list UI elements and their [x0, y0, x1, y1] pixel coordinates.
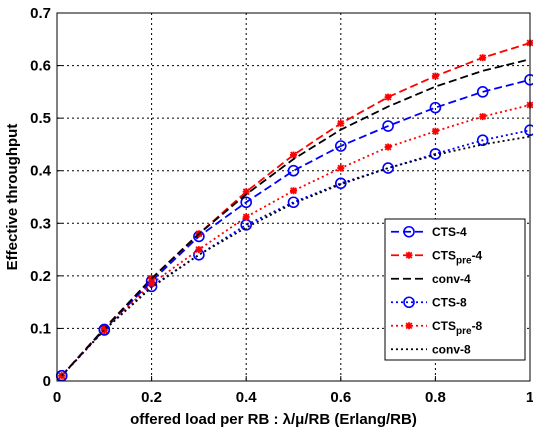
data-point [287, 196, 300, 209]
series-conv-4 [61, 58, 531, 377]
data-point [431, 72, 439, 80]
data-point [382, 120, 394, 132]
data-point [337, 164, 345, 172]
y-axis-label: Effective throughput [4, 124, 21, 271]
data-point [479, 113, 487, 121]
data-point [337, 119, 345, 127]
legend-label: CTSpre-8 [432, 319, 483, 337]
data-point [290, 151, 297, 159]
series-CTS_pre-8 [58, 101, 533, 380]
data-point [524, 73, 533, 86]
y-tick-labels: 0 0.1 0.2 0.3 0.4 0.5 0.6 0.7 [30, 5, 52, 390]
legend-entry: conv-8 [391, 342, 471, 356]
data-point [384, 143, 392, 151]
series-line [61, 58, 531, 377]
y-tick-label: 0.7 [30, 5, 51, 22]
y-tick-label: 0.1 [30, 320, 51, 337]
x-tick-labels: 0 0.2 0.4 0.6 0.8 1 [53, 389, 533, 406]
data-point [240, 196, 252, 209]
data-point [98, 324, 111, 336]
data-point [384, 93, 392, 101]
legend-label: CTSpre-4 [432, 248, 483, 266]
data-point [479, 54, 487, 62]
x-axis-label: offered load per RB : λ/μ/RB (Erlang/RB) [130, 411, 417, 428]
y-tick-label: 0.4 [30, 163, 52, 180]
legend-box [384, 218, 526, 361]
legend-entry: CTSpre-8 [391, 319, 483, 337]
data-point [242, 188, 250, 196]
legend-entry: CTSpre-4 [391, 248, 483, 266]
x-tick-label: 1 [526, 389, 533, 406]
data-point [334, 140, 347, 152]
data-point [382, 162, 394, 174]
data-point [242, 213, 250, 221]
data-point [476, 86, 489, 98]
data-point [334, 177, 347, 190]
series-conv-8 [61, 135, 531, 377]
legend-label: conv-8 [432, 342, 471, 356]
data-point [429, 101, 442, 114]
y-tick-label: 0.6 [30, 58, 51, 75]
legend-entry: CTS-4 [391, 225, 467, 239]
legend-label: CTS-4 [432, 225, 467, 239]
legend-marker [405, 322, 413, 330]
y-tick-label: 0.5 [30, 110, 51, 127]
series-line [61, 78, 531, 377]
y-tick-label: 0 [43, 373, 51, 390]
legend-entry: conv-4 [391, 272, 471, 286]
legend: CTS-4 CTSpre-4 conv-4 CTS-8 CTSpre-8 conv-8 [384, 218, 526, 361]
data-point [148, 280, 156, 288]
series-line [61, 135, 531, 377]
x-tick-label: 0.8 [425, 389, 446, 406]
data-point [100, 326, 108, 334]
series-line [61, 104, 531, 377]
legend-marker [403, 296, 415, 309]
data-point [290, 187, 297, 195]
x-tick-label: 0.2 [141, 389, 162, 406]
legend-label: CTS-8 [432, 295, 467, 309]
data-point [287, 164, 300, 177]
legend-label: conv-4 [432, 272, 471, 286]
x-tick-label: 0.6 [330, 389, 351, 406]
data-point [476, 134, 489, 147]
legend-marker [405, 251, 413, 259]
x-tick-label: 0 [53, 389, 61, 406]
legend-entry: CTS-8 [391, 295, 467, 309]
data-point [58, 372, 66, 380]
data-point [431, 127, 439, 135]
legend-marker [403, 225, 415, 238]
series-group [55, 39, 533, 382]
x-tick-label: 0.4 [236, 389, 258, 406]
data-point [195, 246, 203, 254]
plot-frame [56, 12, 531, 382]
y-tick-label: 0.3 [30, 215, 51, 232]
y-tick-label: 0.2 [30, 268, 51, 285]
